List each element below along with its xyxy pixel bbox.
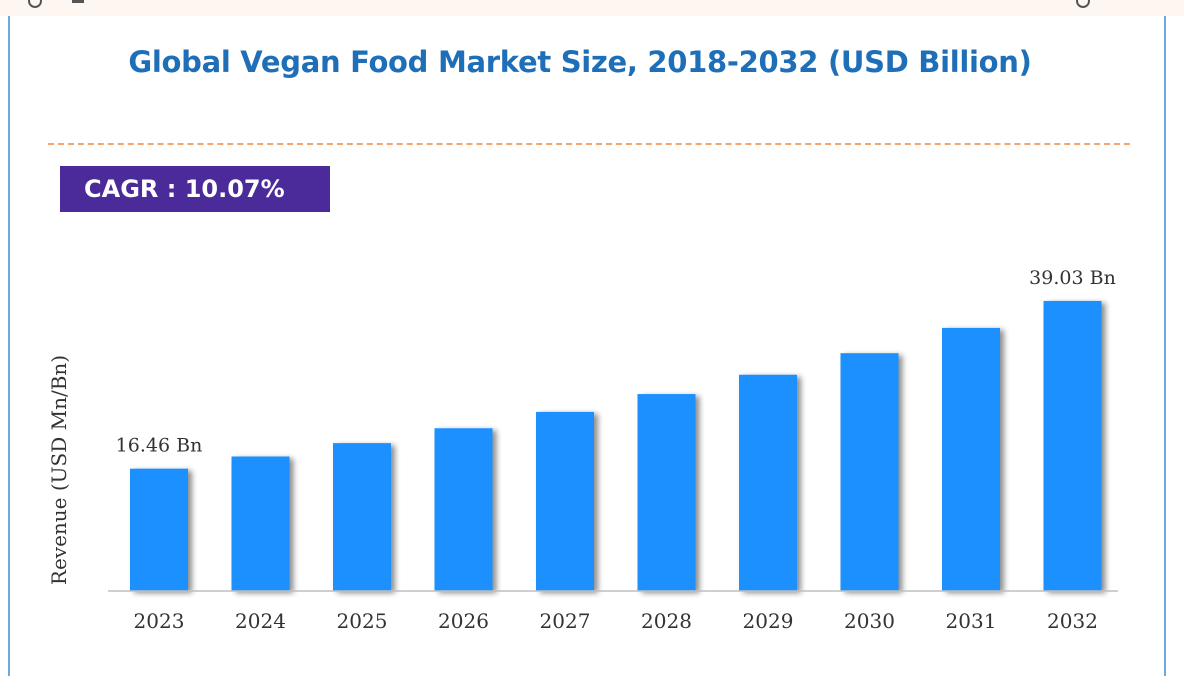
bar-2030	[840, 353, 899, 591]
cagr-badge: CAGR : 10.07%	[60, 166, 330, 212]
bar-2031	[942, 327, 1000, 591]
x-tick-label-2024: 2024	[235, 609, 286, 633]
x-tick-label-2028: 2028	[641, 609, 692, 633]
x-tick-label-2026: 2026	[438, 609, 489, 633]
bar-2029	[739, 374, 797, 591]
bar-2027	[536, 411, 594, 591]
chart-title: Global Vegan Food Market Size, 2018-2032…	[128, 45, 1032, 79]
x-tick-label-2029: 2029	[743, 609, 794, 633]
menu-icon[interactable]	[72, 0, 84, 3]
x-tick-label-2031: 2031	[946, 609, 997, 633]
bar-2026	[434, 428, 493, 591]
x-tick-label-2032: 2032	[1047, 609, 1098, 633]
x-tick-label-2030: 2030	[844, 609, 895, 633]
bar-2024	[231, 456, 290, 591]
x-tick-label-2023: 2023	[134, 609, 185, 633]
dashed-divider	[48, 143, 1130, 145]
data-label-2023: 16.46 Bn	[116, 435, 203, 457]
browser-top-strip	[0, 0, 1184, 16]
cagr-value: 10.07%	[184, 175, 285, 203]
x-tick-label-2025: 2025	[337, 609, 388, 633]
data-label-2032: 39.03 Bn	[1029, 267, 1116, 289]
x-tick-label-2027: 2027	[540, 609, 591, 633]
y-axis-label: Revenue (USD Mn/Bn)	[47, 355, 71, 585]
bar-2028	[637, 394, 696, 591]
bar-2023	[130, 468, 188, 591]
circle-icon[interactable]	[28, 0, 42, 8]
bar-2032	[1043, 300, 1102, 591]
clock-icon[interactable]	[1076, 0, 1090, 8]
bar-2025	[333, 443, 391, 591]
cagr-label: CAGR :	[84, 175, 177, 203]
